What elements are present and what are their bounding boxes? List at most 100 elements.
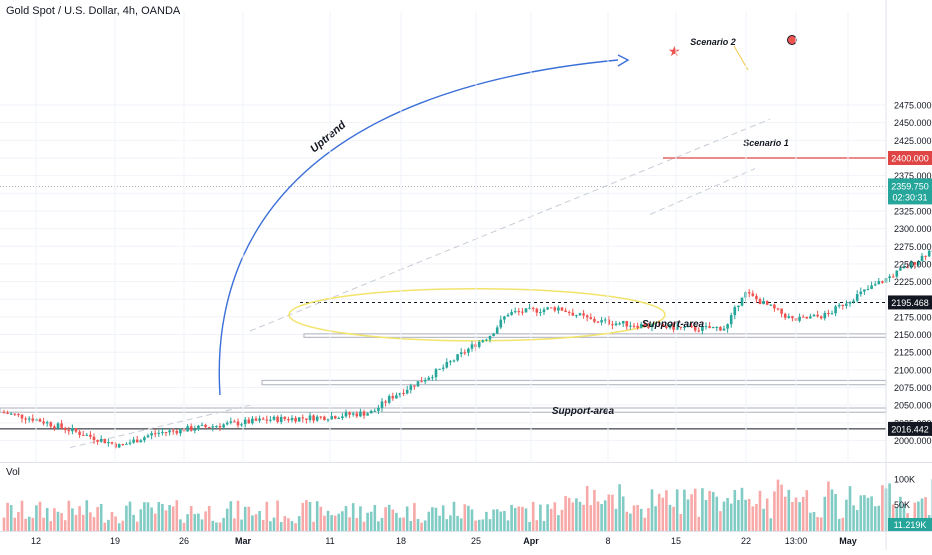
volume-bar bbox=[658, 494, 661, 531]
candle-body bbox=[161, 432, 164, 433]
candle-body bbox=[89, 435, 92, 437]
candle-body bbox=[226, 423, 229, 425]
time-tick-label: May bbox=[839, 536, 857, 546]
volume-bar bbox=[244, 507, 247, 531]
time-tick-label: 8 bbox=[605, 536, 610, 546]
volume-bar bbox=[554, 502, 557, 531]
candle-body bbox=[521, 312, 524, 313]
candle-body bbox=[507, 315, 510, 317]
candle-body bbox=[392, 396, 395, 398]
volume-bar bbox=[741, 488, 744, 531]
time-tick-label: 25 bbox=[471, 536, 481, 546]
candle-body bbox=[604, 320, 607, 321]
candle-body bbox=[759, 299, 762, 304]
volume-bar bbox=[770, 518, 773, 531]
volume-bar bbox=[543, 521, 546, 531]
candle-body bbox=[496, 327, 499, 333]
volume-bar bbox=[604, 500, 607, 531]
volume-tick-label: 100K bbox=[894, 474, 915, 484]
volume-bar bbox=[420, 523, 423, 531]
candle-body bbox=[629, 326, 632, 327]
volume-bar bbox=[777, 480, 780, 531]
volume-bar bbox=[86, 500, 89, 531]
candle-body bbox=[197, 426, 200, 430]
price-tick-label: 2175.000 bbox=[894, 312, 932, 322]
candle-body bbox=[860, 292, 863, 294]
candle-body bbox=[824, 313, 827, 318]
candle-body bbox=[730, 315, 733, 324]
candle-body bbox=[374, 411, 377, 412]
candle-body bbox=[849, 302, 852, 304]
volume-bar bbox=[708, 491, 711, 531]
candle-body bbox=[489, 336, 492, 339]
candle-body bbox=[597, 322, 600, 323]
last-price-countdown: 02:30:31 bbox=[892, 192, 927, 202]
volume-bar bbox=[460, 518, 463, 531]
candle-body bbox=[741, 298, 744, 306]
volume-bar bbox=[3, 518, 6, 531]
candle-body bbox=[755, 296, 758, 299]
price-tick-label: 2425.000 bbox=[894, 136, 932, 146]
candle-body bbox=[435, 369, 438, 377]
candle-body bbox=[467, 349, 470, 353]
volume-bar bbox=[525, 508, 528, 531]
volume-bar bbox=[374, 505, 377, 531]
volume-bar bbox=[395, 513, 398, 531]
candle-body bbox=[478, 342, 481, 347]
candle-body bbox=[554, 307, 557, 310]
volume-bar bbox=[590, 505, 593, 531]
volume-bar bbox=[356, 518, 359, 531]
volume-bar bbox=[446, 519, 449, 531]
candle-body bbox=[60, 423, 63, 427]
volume-bar bbox=[280, 522, 283, 531]
candle-body bbox=[752, 293, 755, 295]
volume-bar bbox=[806, 490, 809, 531]
volume-bar bbox=[125, 506, 128, 531]
volume-bar bbox=[222, 518, 225, 531]
candle-body bbox=[845, 304, 848, 306]
volume-bar bbox=[215, 523, 218, 531]
candle-body bbox=[791, 316, 794, 318]
candle-body bbox=[482, 340, 485, 342]
candle-body bbox=[550, 307, 553, 308]
candle-body bbox=[129, 443, 132, 444]
candle-body bbox=[820, 316, 823, 318]
candle-body bbox=[770, 305, 773, 306]
volume-bar bbox=[784, 497, 787, 531]
time-tick-label: 15 bbox=[671, 536, 681, 546]
candle-body bbox=[352, 413, 355, 414]
candle-body bbox=[233, 421, 236, 422]
candle-body bbox=[816, 315, 819, 316]
volume-bar bbox=[449, 515, 452, 531]
volume-bar bbox=[424, 520, 427, 531]
candle-body bbox=[798, 317, 801, 321]
volume-bar bbox=[669, 505, 672, 531]
volume-bar bbox=[384, 507, 387, 531]
volume-bar bbox=[104, 523, 107, 531]
candle-body bbox=[888, 277, 891, 279]
candle-body bbox=[575, 315, 578, 316]
volume-bar bbox=[453, 502, 456, 531]
volume-bar bbox=[201, 519, 204, 531]
consolidation-ellipse bbox=[289, 289, 665, 341]
candle-body bbox=[698, 331, 701, 332]
volume-bar bbox=[32, 518, 35, 531]
candle-body bbox=[924, 256, 927, 257]
candle-body bbox=[204, 425, 207, 427]
volume-bar bbox=[467, 506, 470, 531]
volume-bar bbox=[165, 510, 168, 531]
candle-body bbox=[712, 327, 715, 328]
volume-bar bbox=[734, 490, 737, 531]
volume-bar bbox=[644, 518, 647, 531]
volume-bar bbox=[698, 517, 701, 531]
volume-bar bbox=[258, 511, 261, 531]
volume-bar bbox=[100, 504, 103, 531]
support-area-label-upper: Support-area bbox=[642, 319, 705, 330]
volume-bar bbox=[824, 497, 827, 531]
candle-body bbox=[381, 401, 384, 407]
candle-body bbox=[186, 426, 189, 431]
volume-bar bbox=[615, 509, 618, 531]
volume-bar bbox=[406, 506, 409, 531]
